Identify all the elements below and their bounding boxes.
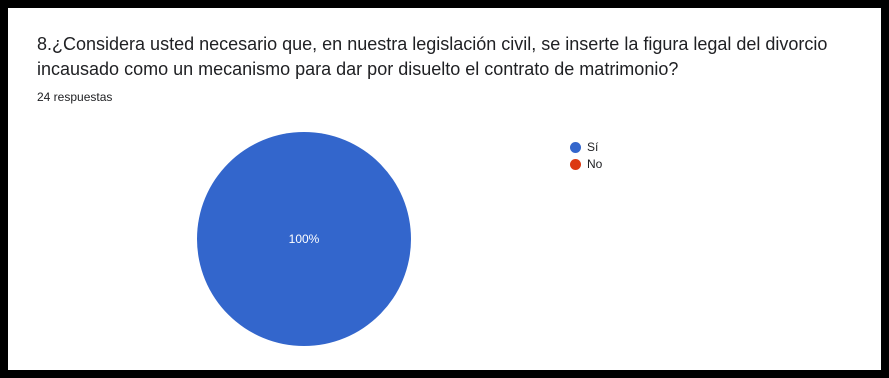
- question-title: 8.¿Considera usted necesario que, en nue…: [37, 34, 828, 79]
- legend-item-no[interactable]: No: [570, 156, 602, 172]
- legend-swatch-no: [570, 158, 581, 170]
- legend-label-si: Sí: [587, 140, 599, 154]
- pie-group: 100%: [197, 132, 411, 346]
- legend-item-si[interactable]: Sí: [570, 139, 602, 155]
- legend-label-no: No: [587, 157, 603, 171]
- response-count: 24 respuestas: [37, 90, 113, 104]
- legend: Sí No: [570, 139, 602, 173]
- legend-swatch-si: [570, 141, 581, 153]
- pie-slice-si-label: 100%: [289, 232, 320, 246]
- pie-slice-si[interactable]: [197, 132, 411, 346]
